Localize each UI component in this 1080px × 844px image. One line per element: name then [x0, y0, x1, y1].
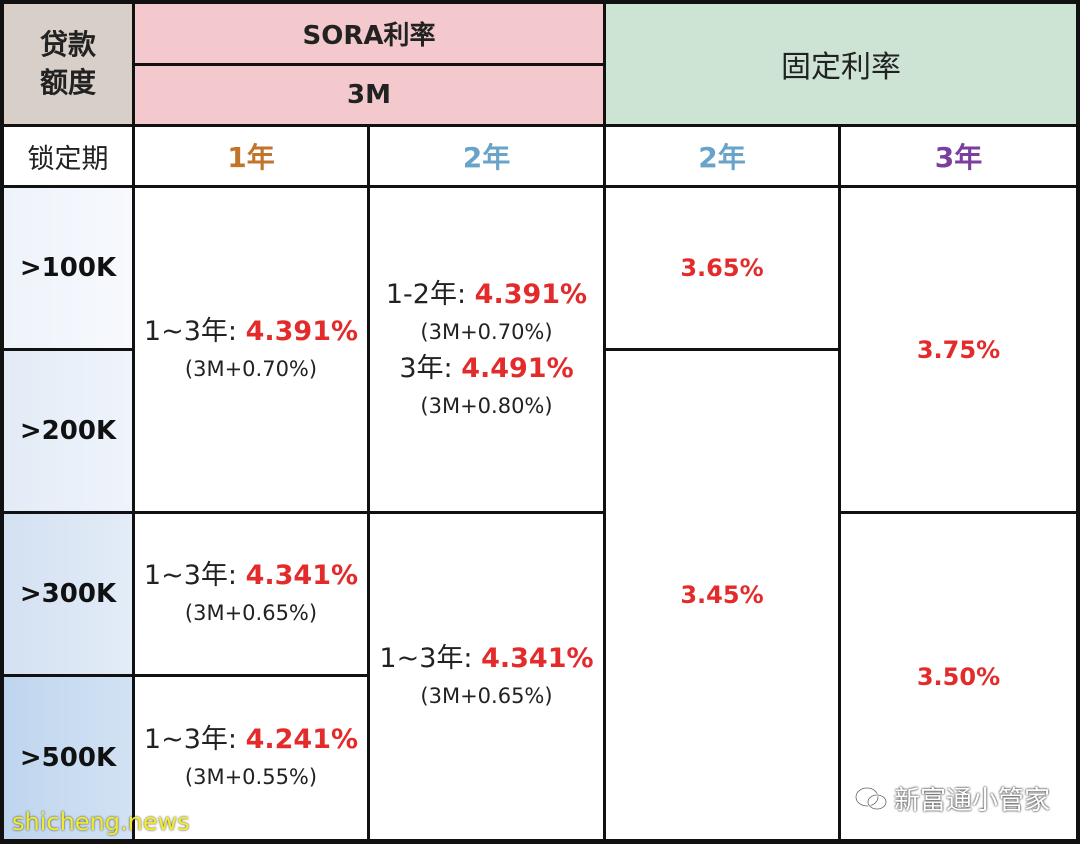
lock-period-label: 锁定期: [4, 127, 132, 185]
sora-1y-cell-300k: 1~3年: 4.341% (3M+0.65%): [135, 514, 367, 674]
spread-text: (3M+0.65%): [184, 601, 318, 625]
rate-value: 4.241%: [245, 724, 359, 755]
period-text: 1~3年:: [379, 642, 482, 674]
period-text: 1~3年:: [143, 724, 246, 755]
rate-value: 4.391%: [474, 278, 588, 310]
rate-line: 1-2年: 4.391%: [386, 276, 587, 314]
sora-1y-cell-500k: 1~3年: 4.241% (3M+0.55%): [135, 677, 367, 839]
spread-text: (3M+0.70%): [420, 319, 553, 344]
sora-2y-cell-100k-200k: 1-2年: 4.391% (3M+0.70%) 3年: 4.491% (3M+0…: [370, 188, 603, 511]
spread-text: (3M+0.55%): [184, 765, 318, 789]
fixed-3y-cell-100k-200k: 3.75%: [841, 188, 1076, 511]
row-label-100k: >100K: [4, 188, 132, 348]
rate-value: 4.341%: [245, 560, 359, 591]
period-text: 3年:: [399, 352, 462, 384]
sora-2y-cell-300k-500k: 1~3年: 4.341% (3M+0.65%): [370, 514, 603, 839]
fixed-2y-cell-200k-500k: 3.45%: [606, 351, 838, 839]
row-label-200k: >200K: [4, 351, 132, 511]
wechat-icon: [854, 786, 888, 810]
brand-watermark-text: 新富通小管家: [893, 786, 1050, 816]
fixed-2y-cell-100k: 3.65%: [606, 188, 838, 348]
sora-rate-header: SORA利率: [135, 4, 603, 63]
rate-value: 4.341%: [481, 642, 594, 674]
sora-3m-header: 3M: [135, 66, 603, 124]
loan-amount-header: 贷款 额度: [4, 4, 132, 124]
rate-line: 1~3年: 4.391%: [144, 313, 358, 351]
term-fixed-3y: 3年: [841, 127, 1076, 185]
rate-value: 4.391%: [245, 315, 359, 347]
row-label-300k: >300K: [4, 514, 132, 674]
rate-line: 1~3年: 4.341%: [144, 557, 358, 595]
rate-line: 3年: 4.491%: [399, 350, 573, 388]
rate-line: 1~3年: 4.241%: [144, 721, 358, 759]
term-sora-1y: 1年: [135, 127, 367, 185]
spread-text: (3M+0.70%): [184, 356, 318, 381]
rate-line: 1~3年: 4.341%: [379, 640, 593, 678]
site-watermark: shicheng.news: [12, 808, 190, 836]
sora-1y-cell-100k-200k: 1~3年: 4.391% (3M+0.70%): [135, 188, 367, 511]
fixed-3y-cell-300k-500k: 3.50%: [841, 514, 1076, 839]
brand-watermark: 新富通小管家: [854, 780, 1050, 817]
spread-text: (3M+0.80%): [420, 393, 553, 418]
rate-value: 4.491%: [461, 352, 574, 384]
row-label-500k: >500K: [4, 677, 132, 839]
term-fixed-2y: 2年: [606, 127, 838, 185]
spread-text: (3M+0.65%): [420, 683, 553, 708]
period-text: 1~3年:: [143, 315, 246, 347]
term-sora-2y: 2年: [370, 127, 603, 185]
fixed-rate-header: 固定利率: [606, 4, 1076, 124]
period-text: 1-2年:: [385, 278, 475, 310]
period-text: 1~3年:: [143, 560, 246, 591]
